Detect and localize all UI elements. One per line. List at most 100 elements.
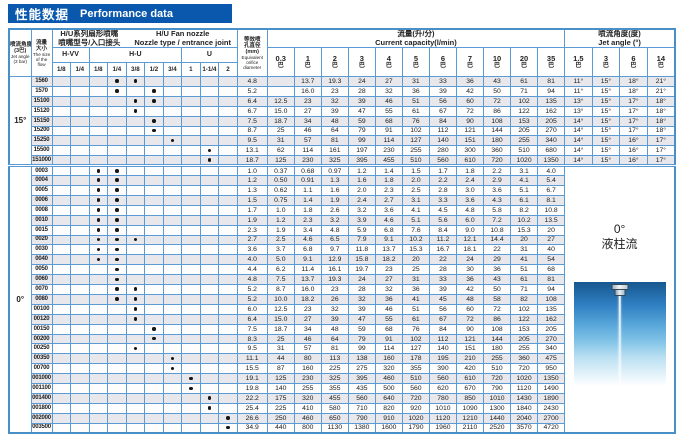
capacity-value-cell: 32	[347, 293, 376, 305]
capacity-value-cell: 36	[455, 76, 485, 87]
capacity-value-cell: 46	[293, 125, 322, 137]
stream-angle-text: 0°	[613, 222, 626, 237]
capacity-value-cell: 160	[293, 363, 322, 375]
pressure-unit: 巴	[657, 62, 664, 69]
nozzle-dot-cell	[51, 105, 72, 117]
nozzle-dot-cell	[88, 393, 109, 404]
nozzle-dot-cell	[125, 274, 146, 286]
dot-icon	[226, 425, 230, 430]
nozzle-dot-cell	[218, 95, 238, 107]
table-row: 0° 0003 1.0 0.37 0.68 0.97 1.2 1.4 1.5 1.7 1.8 2.2 3…	[8, 164, 676, 434]
zero-angle-content: 0° 液柱流	[566, 169, 674, 387]
dot-icon	[207, 396, 212, 400]
nozzle-dot-cell	[107, 363, 127, 375]
nozzle-dot-cell	[107, 343, 127, 355]
capacity-value-cell: 19.7	[347, 264, 376, 276]
nozzle-dot-cell	[199, 175, 220, 186]
capacity-value-cell: 680	[537, 145, 566, 157]
nozzle-dot-cell	[181, 293, 201, 305]
connector-size-header: 1/2	[144, 62, 164, 77]
nozzle-dot-cell	[199, 333, 220, 345]
header-row-sizes: 1/8 1/4 1/8 1/4 3/8 1/2 3/4 1 1-1/4 2	[9, 62, 675, 77]
connector-size-header: 3/8	[125, 62, 146, 77]
capacity-value-cell: 90	[455, 323, 485, 335]
nozzle-dot-cell	[199, 76, 220, 87]
dot-icon	[189, 386, 193, 390]
eq-diameter-cell: 4.0	[236, 254, 268, 266]
nozzle-dot-cell	[70, 194, 90, 206]
nozzle-dot-cell	[88, 284, 109, 295]
jet-angle-value-cell: 21°	[646, 76, 676, 87]
capacity-value-cell: 920	[401, 402, 430, 414]
header-text-line: H/U系列扇形喷嘴	[60, 29, 119, 38]
nozzle-dot-cell	[125, 383, 146, 394]
nozzle-dot-cell	[162, 353, 183, 365]
capacity-value-cell: 33	[428, 274, 457, 286]
nozzle-dot-cell	[181, 204, 201, 216]
capacity-value-cell: 72	[482, 303, 512, 315]
nozzle-dot-cell	[125, 333, 146, 345]
nozzle-dot-cell	[107, 393, 127, 404]
nozzle-dot-cell	[70, 323, 90, 335]
nozzle-series-header: H-VV	[51, 47, 90, 63]
capacity-value-cell: 54	[537, 254, 566, 266]
nozzle-dot-cell	[218, 274, 238, 286]
jet-angle-value-cell: 18°	[646, 115, 676, 127]
jet-angle-value-cell: 14°	[564, 135, 593, 147]
nozzle-dot-cell	[107, 224, 127, 236]
capacity-value-cell: 1120	[510, 383, 539, 394]
header-text-line: 流量	[36, 39, 48, 46]
capacity-value-cell: 15.0	[266, 313, 295, 325]
nozzle-dot-cell	[88, 303, 109, 315]
capacity-value-cell: 7.5	[266, 274, 295, 286]
flow-cell: 0010	[30, 214, 53, 226]
nozzle-dot-cell	[218, 323, 238, 335]
nozzle-dot-cell	[162, 393, 183, 404]
jet-angle-value-cell: 16°	[619, 155, 648, 167]
capacity-value-cell: 44	[266, 353, 295, 365]
nozzle-dot-cell	[181, 333, 201, 345]
nozzle-dot-cell	[218, 363, 238, 375]
connector-size-header: 1/8	[88, 62, 109, 77]
nozzle-dot-cell	[181, 412, 201, 424]
dot-icon	[189, 376, 193, 381]
nozzle-dot-cell	[70, 264, 90, 276]
flow-cell: 0015	[30, 224, 53, 236]
capacity-value-cell: 5.1	[401, 214, 430, 226]
capacity-value-cell: 68	[374, 115, 403, 127]
capacity-value-cell: 94	[537, 85, 566, 97]
header-text-line: (3巴)	[14, 48, 27, 54]
nozzle-dot-cell	[51, 76, 72, 87]
nozzle-dot-cell	[88, 125, 109, 137]
nozzle-dot-cell	[88, 214, 109, 226]
nozzle-dot-cell	[144, 293, 164, 305]
pressure-unit: 巴	[630, 62, 637, 69]
capacity-value-cell: 61	[401, 313, 430, 325]
capacity-value-cell: 72	[482, 95, 512, 107]
header-row-subgroups: H-VV H-U U 0.3 巴 1 巴 2 巴 3 巴 4 巴 5 巴 6 巴 7 巴 10 巴 20 巴 35 巴 1.5 巴 3…	[9, 47, 676, 77]
nozzle-dot-cell	[88, 274, 109, 286]
capacity-value-cell: 1020	[510, 155, 539, 167]
capacity-value-cell: 12.5	[266, 95, 295, 107]
dot-icon	[170, 356, 175, 361]
nozzle-dot-cell	[107, 95, 127, 107]
flow-cell: 15100	[30, 95, 53, 107]
nozzle-dot-cell	[70, 164, 90, 177]
capacity-value-cell: 320	[293, 393, 322, 404]
capacity-value-cell: 11.2	[428, 234, 457, 246]
nozzle-dot-cell	[88, 363, 109, 375]
capacity-value-cell: 455	[374, 155, 403, 167]
nozzle-series-header: U	[181, 47, 238, 63]
capacity-value-cell: 560	[428, 373, 457, 385]
nozzle-dot-cell	[107, 164, 127, 177]
nozzle-dot-cell	[144, 85, 164, 97]
capacity-value-cell: 1090	[455, 402, 485, 414]
nozzle-dot-cell	[181, 323, 201, 335]
capacity-value-cell: 580	[320, 402, 349, 414]
eq-diameter-cell: 5.2	[236, 293, 268, 305]
dot-icon	[133, 79, 138, 83]
dot-icon	[115, 228, 119, 232]
nozzle-dot-cell	[107, 293, 127, 305]
nozzle-dot-cell	[51, 333, 72, 345]
